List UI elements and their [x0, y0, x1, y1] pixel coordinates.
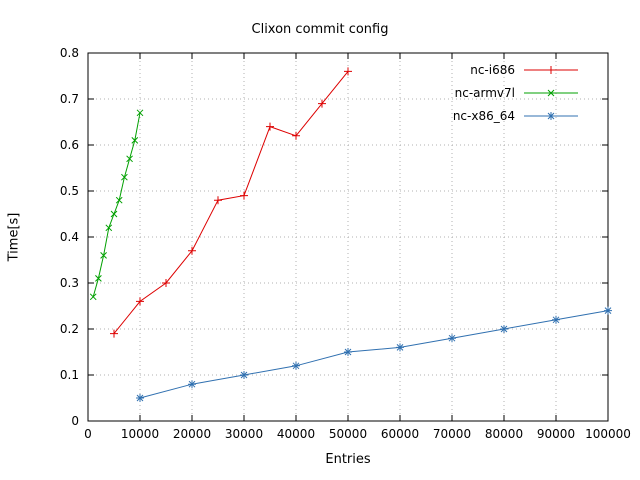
- gridlines: [87, 52, 609, 422]
- y-tick-label: 0.5: [60, 184, 79, 198]
- y-tick-label: 0.2: [60, 322, 79, 336]
- x-tick-label: 20000: [173, 427, 211, 441]
- x-tick-label: 10000: [121, 427, 159, 441]
- y-tick-label: 0.6: [60, 138, 79, 152]
- x-tick-label: 90000: [537, 427, 575, 441]
- x-tick-label: 50000: [329, 427, 367, 441]
- x-axis-label: Entries: [325, 452, 371, 467]
- series-nc-armv7l: [89, 109, 144, 301]
- x-tick-label: 70000: [433, 427, 471, 441]
- y-tick-label: 0.7: [60, 92, 79, 106]
- y-tick-label: 0.8: [60, 46, 79, 60]
- series-nc-i686: [110, 67, 352, 338]
- x-tick-label: 30000: [225, 427, 263, 441]
- y-tick-label: 0.4: [60, 230, 79, 244]
- y-tick-label: 0: [71, 414, 79, 428]
- legend-sample-nc-i686: [524, 66, 578, 74]
- tick-labels: 0 10000 20000 30000 40000 50000 60000 70000 8000…: [60, 46, 631, 441]
- x-tick-label: 80000: [485, 427, 523, 441]
- legend-label-nc-x86_64: nc-x86_64: [453, 109, 515, 123]
- series-nc-x86_64: [136, 306, 612, 402]
- plot-border: [87, 52, 609, 422]
- x-tick-label: 0: [84, 427, 92, 441]
- y-tick-label: 0.3: [60, 276, 79, 290]
- legend-label-nc-armv7l: nc-armv7l: [455, 86, 515, 100]
- x-tick-label: 40000: [277, 427, 315, 441]
- x-tick-label: 60000: [381, 427, 419, 441]
- x-tick-label: 100000: [585, 427, 631, 441]
- legend-sample-nc-x86_64: [524, 112, 578, 120]
- legend-label-nc-i686: nc-i686: [470, 63, 515, 77]
- legend: nc-i686 nc-armv7l nc-x86_64: [453, 63, 578, 123]
- legend-sample-nc-armv7l: [524, 89, 578, 97]
- y-tick-label: 0.1: [60, 368, 79, 382]
- chart-title: Clixon commit config: [251, 22, 389, 37]
- y-axis-label: Time[s]: [6, 212, 22, 262]
